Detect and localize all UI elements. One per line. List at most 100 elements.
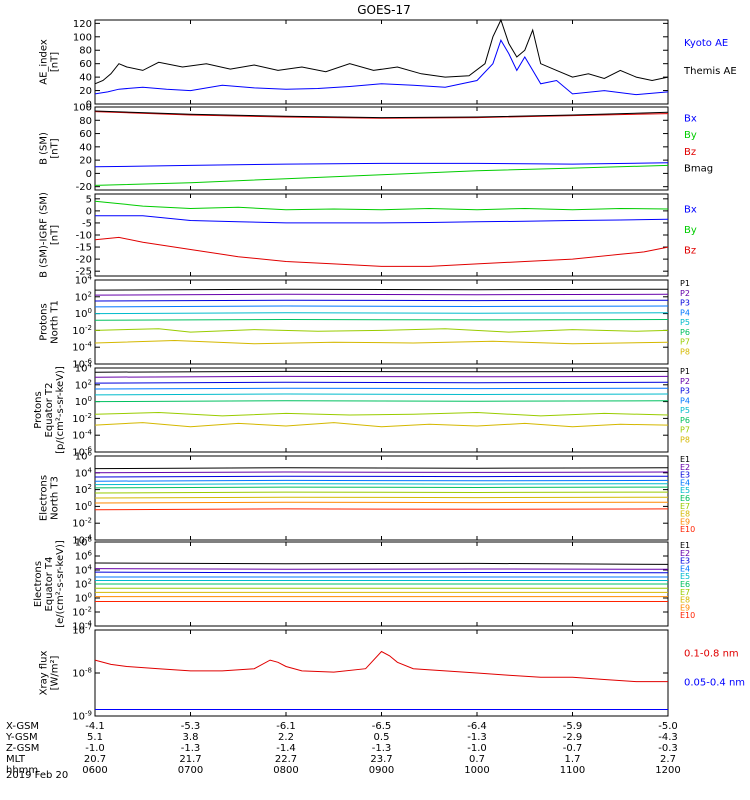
y-axis-label: [nT] (50, 225, 61, 245)
footer-tick-value: -0.7 (563, 743, 583, 754)
series-line-p6 (94, 400, 669, 403)
series-line-kyoto-ae (94, 39, 669, 96)
legend-entry: E7 (680, 588, 690, 597)
series-line-bz (94, 236, 669, 267)
footer-tick-value: -6.5 (372, 721, 392, 732)
chart-title: GOES-17 (357, 3, 411, 17)
panel-b-igrf: -25-20-15-10 -505 B (SM)-IGRF (SM) [nT] Bx By… (39, 192, 697, 278)
series-line-p2 (94, 293, 669, 296)
footer-row-label: hhmm (6, 765, 38, 776)
series-line-p4 (94, 387, 669, 390)
footer-tick-value: -4.1 (85, 721, 105, 732)
y-axis-label: North T1 (50, 300, 61, 344)
y-tick-label: 100 (75, 395, 92, 408)
y-tick-label: 102 (75, 290, 92, 303)
series-line-bx (94, 162, 669, 168)
series-line-by (94, 164, 669, 186)
y-tick-label: -15 (76, 243, 92, 254)
footer-tick-value: 1200 (655, 765, 680, 776)
y-tick-label: 106 (75, 450, 93, 463)
date-label: 2019 Feb 20 (6, 770, 68, 781)
series-line-p1 (94, 370, 669, 373)
y-axis-label: [W/m²] (50, 655, 61, 690)
legend-entry: P4 (680, 396, 690, 405)
legend-entry: E8 (680, 596, 690, 605)
series-line-e5 (94, 483, 669, 486)
legend-entry: P2 (680, 377, 690, 386)
footer-row-label: MLT (6, 754, 26, 765)
footer-tick-value: -1.0 (467, 743, 487, 754)
legend-entry: E8 (680, 510, 690, 519)
y-tick-label: 10-8 (72, 667, 92, 680)
legend-entry: P1 (680, 279, 690, 288)
series-line-e9 (94, 501, 669, 504)
legend-entry: E7 (680, 502, 690, 511)
series-line-themis-ae (94, 18, 669, 85)
legend-entry: E4 (680, 478, 690, 487)
y-axis-label: Protons (39, 303, 50, 340)
legend-entry: P6 (680, 416, 690, 425)
legend-entry: P4 (680, 308, 690, 317)
y-tick-label: 102 (75, 483, 92, 496)
y-axis-label: [p/(cm²-s-sr-keV)] (55, 366, 66, 454)
y-tick-label: 10-2 (72, 606, 92, 619)
legend-entry: Bx (684, 114, 697, 125)
y-tick-label: 100 (75, 500, 92, 513)
legend-entry: E3 (680, 557, 690, 566)
footer-tick-value: 0.5 (374, 732, 390, 743)
series-line-p1 (94, 288, 669, 291)
y-tick-label: 80 (79, 46, 92, 57)
series-line-e1 (94, 467, 669, 470)
legend-entry: E10 (680, 525, 695, 534)
footer-tick-value: 5.1 (87, 732, 103, 743)
panel-frame (94, 106, 669, 191)
y-tick-label: 100 (75, 307, 92, 320)
legend-entry: E2 (680, 463, 690, 472)
panel-b-sm: -20 0 20 40 60 80 100 B (SM) [nT] Bx By Bz Bmag (39, 103, 714, 194)
y-axis-label: B (SM)-IGRF (SM) (39, 192, 50, 278)
legend-entry: P3 (680, 299, 690, 308)
series-line-bz (94, 111, 669, 119)
y-tick-label: -20 (76, 182, 92, 193)
legend-entry: P1 (680, 367, 690, 376)
footer-tick-value: -6.1 (276, 721, 296, 732)
legend-entry: P6 (680, 328, 690, 337)
footer-tick-value: -1.0 (85, 743, 105, 754)
legend-entry: P5 (680, 318, 690, 327)
series-line-e8 (94, 496, 669, 499)
y-tick-label: 104 (75, 362, 93, 375)
y-tick-label: 100 (73, 103, 92, 114)
footer-tick-value: 0600 (82, 765, 107, 776)
panel-frame (94, 19, 669, 105)
y-axis-label: Equator T4 (44, 557, 55, 612)
y-axis-label: AE_index (39, 39, 50, 85)
series-line-p6 (94, 318, 669, 321)
y-axis-label: Xray flux (39, 651, 50, 696)
legend-entry: Kyoto AE (684, 38, 728, 49)
y-tick-label: -5 (82, 218, 92, 229)
footer-tick-value: -5.9 (563, 721, 583, 732)
y-tick-label: 40 (79, 142, 92, 153)
y-tick-label: 120 (73, 19, 92, 30)
footer-tick-value: -1.3 (181, 743, 201, 754)
y-tick-label: 80 (79, 116, 92, 127)
y-tick-label: -10 (76, 231, 92, 242)
legend-entry: Themis AE (683, 66, 737, 77)
legend-entry: E4 (680, 564, 690, 573)
footer-tick-value: -1.3 (372, 743, 392, 754)
legend-entry: E9 (680, 603, 690, 612)
y-tick-label: 20 (79, 86, 92, 97)
y-tick-label: -20 (76, 255, 92, 266)
footer-tick-value: -4.3 (658, 732, 678, 743)
footer-tick-value: 20.7 (84, 754, 106, 765)
series-line-e1 (94, 562, 669, 565)
legend-entry: P5 (680, 406, 690, 415)
y-tick-label: 104 (75, 466, 93, 479)
y-tick-label: 10-2 (72, 517, 92, 530)
series-line-p7 (94, 328, 669, 333)
panel-frame (94, 629, 669, 717)
